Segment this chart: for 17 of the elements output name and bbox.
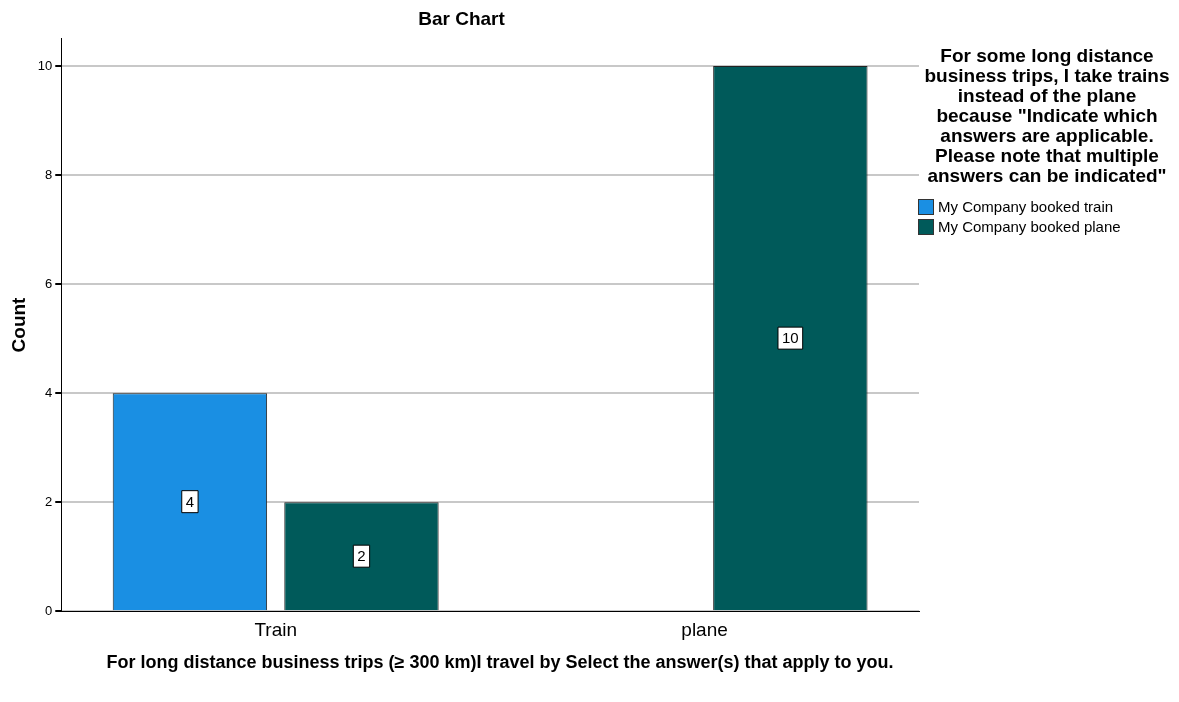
x-axis-title: For long distance business trips (≥ 300 km)I travel by Select the answer(s) that apply to you. — [105, 652, 895, 673]
x-tick-label: plane — [681, 618, 728, 640]
legend-label: My Company booked train — [938, 198, 1114, 215]
y-tick-label: 10 — [37, 57, 53, 73]
legend-label: My Company booked plane — [938, 218, 1121, 235]
x-tick-label: Train — [254, 618, 297, 640]
chart-title: Bar Chart — [418, 7, 506, 29]
y-axis-title: Count — [7, 296, 29, 353]
data-label: 2 — [357, 547, 366, 565]
y-tick-label: 2 — [45, 493, 53, 509]
y-tick-label: 0 — [45, 602, 53, 618]
data-label: 10 — [782, 329, 799, 347]
y-tick-label: 4 — [45, 384, 53, 400]
y-tick-label: 6 — [45, 275, 53, 291]
y-tick-label: 8 — [45, 166, 53, 182]
data-label: 4 — [185, 492, 195, 510]
legend-title: For some long distance business trips, I take trains instead of the plane because "Indicate which answers are applicable. Please note that multiple answers can be indicated" — [923, 45, 1171, 186]
